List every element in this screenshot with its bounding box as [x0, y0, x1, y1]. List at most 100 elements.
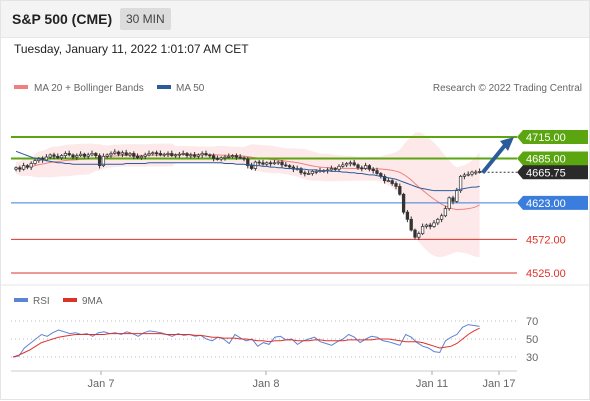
- legend-9ma-swatch: [63, 298, 77, 302]
- candle-body: [166, 153, 170, 155]
- candle-body: [63, 153, 68, 156]
- candle-body: [458, 176, 463, 192]
- candle-body: [52, 154, 56, 157]
- candle-body: [14, 167, 18, 170]
- candle-body: [132, 153, 136, 157]
- rsi-line: [12, 324, 480, 358]
- level-tag-4685.00: [517, 151, 588, 166]
- candle-body: [128, 153, 132, 156]
- candle-body: [246, 158, 250, 166]
- candle-body: [394, 183, 398, 187]
- candle-body: [375, 170, 379, 174]
- candle-body: [147, 153, 151, 156]
- candle-body: [97, 155, 102, 166]
- timeframe-button[interactable]: 30 MIN: [120, 8, 171, 30]
- candle-body: [211, 155, 216, 159]
- last-price-label: 4665.75: [526, 167, 566, 179]
- candle-body: [470, 171, 474, 175]
- candle-body: [462, 174, 467, 177]
- candle-body: [25, 165, 30, 168]
- candle-body: [227, 155, 231, 158]
- candle-body: [276, 161, 280, 164]
- candle-body: [196, 154, 201, 157]
- last-price-tag: [517, 165, 588, 180]
- candle-body: [363, 165, 368, 169]
- candle-body: [158, 153, 163, 156]
- x-tick-label: Jan 8: [253, 378, 280, 390]
- candle-body: [261, 162, 265, 165]
- candle-body: [314, 171, 318, 173]
- candle-body: [306, 173, 311, 175]
- candle-body: [382, 176, 387, 182]
- candle-body: [284, 164, 288, 167]
- candle-body: [299, 168, 303, 174]
- candle-body: [348, 162, 353, 165]
- candle-body: [71, 154, 75, 158]
- candle-body: [223, 156, 227, 159]
- legend-rsi-swatch: [14, 298, 28, 302]
- candle-body: [268, 162, 273, 165]
- candle-body: [310, 171, 315, 174]
- candle-body: [105, 154, 109, 157]
- candle-body: [367, 165, 372, 170]
- candle-body: [432, 222, 436, 227]
- legend-bb-swatch: [14, 85, 28, 89]
- candle-body: [29, 163, 33, 168]
- x-tick-label: Jan 17: [482, 378, 515, 390]
- candle-body: [44, 156, 49, 161]
- rsi-tick-50: 50: [526, 334, 538, 346]
- legend-rsi-label: RSI: [33, 296, 50, 307]
- candle-body: [113, 151, 117, 154]
- candle-body: [356, 164, 360, 169]
- instrument-title: S&P 500 (CME): [12, 11, 113, 27]
- candle-body: [101, 155, 106, 166]
- candle-body: [428, 224, 432, 227]
- last-price-marker: 4665.75: [479, 137, 588, 180]
- candle-body: [447, 197, 451, 209]
- candle-body: [200, 153, 204, 156]
- candle-body: [135, 155, 140, 159]
- level-label-4623.00: 4623.00: [526, 198, 566, 210]
- candle-body: [257, 161, 261, 164]
- candle-body: [75, 155, 79, 158]
- x-axis: Jan 7 Jan 8 Jan 11 Jan 17: [11, 370, 517, 390]
- candle-body: [443, 208, 448, 217]
- rsi-9ma-line: [12, 327, 480, 358]
- candle-body: [272, 162, 277, 165]
- candle-body: [162, 153, 166, 156]
- candle-body: [386, 180, 391, 183]
- candle-body: [33, 160, 37, 164]
- candle-body: [333, 168, 337, 170]
- legend-bb-label: MA 20 + Bollinger Bands: [34, 83, 144, 94]
- candle-body: [360, 167, 364, 170]
- level-label-4715.00: 4715.00: [526, 132, 566, 144]
- candle-body: [230, 155, 235, 157]
- candle-body: [56, 155, 60, 159]
- candle-body: [344, 163, 349, 166]
- candle-body: [189, 154, 193, 157]
- candle-body: [413, 229, 417, 238]
- forecast-arrow-shaft: [481, 142, 508, 175]
- candle-body: [352, 162, 356, 166]
- candle-body: [90, 153, 94, 156]
- candle-body: [329, 168, 334, 171]
- moving-averages: [15, 150, 480, 192]
- candle-body: [82, 153, 87, 157]
- candle-body: [67, 153, 71, 156]
- candle-body: [401, 193, 406, 213]
- legend-9ma-label: 9MA: [82, 296, 103, 307]
- candle-body: [215, 158, 220, 160]
- candle-body: [420, 226, 425, 234]
- candle-body: [208, 154, 212, 157]
- candle-body: [398, 186, 402, 195]
- candle-body: [59, 155, 64, 159]
- candle-body: [120, 152, 125, 155]
- candle-body: [409, 218, 413, 231]
- bollinger-band-area: [16, 132, 480, 258]
- bollinger-bands: [15, 132, 480, 258]
- candle-body: [424, 224, 429, 227]
- legend-ma50-swatch: [157, 85, 171, 89]
- level-label-4525.00: 4525.00: [526, 268, 566, 280]
- x-tick-label: Jan 7: [88, 378, 115, 390]
